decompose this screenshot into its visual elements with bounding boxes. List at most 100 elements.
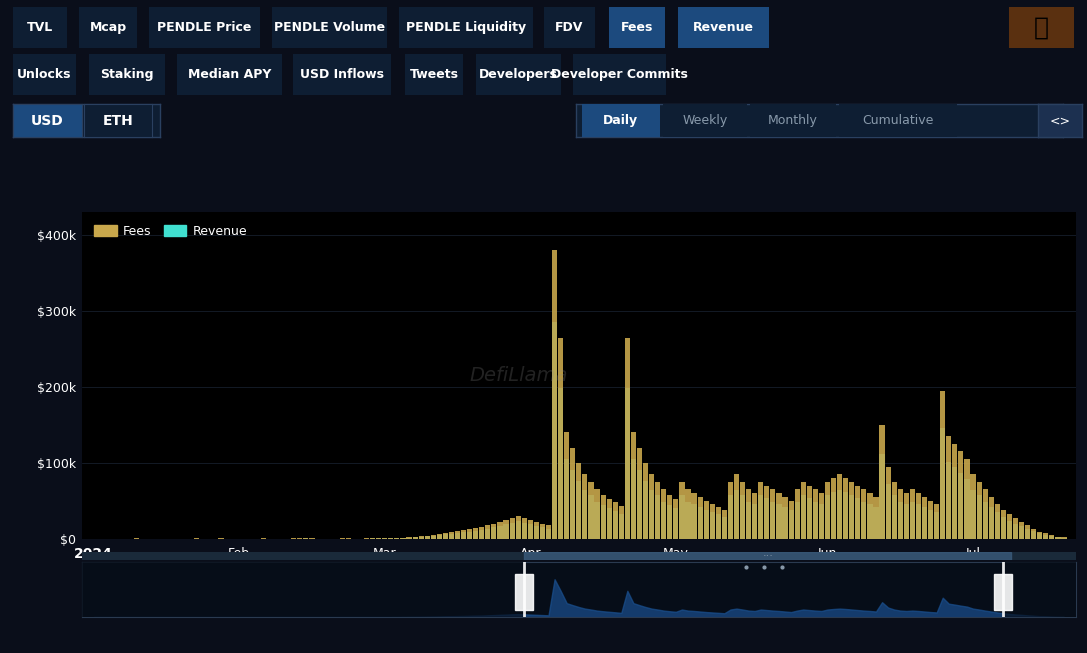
- Bar: [479, 528, 485, 539]
- Bar: [1061, 537, 1066, 539]
- Text: Fees: Fees: [621, 21, 653, 34]
- Bar: [595, 502, 600, 539]
- Bar: [691, 493, 697, 539]
- Bar: [1013, 518, 1019, 539]
- Text: Revenue: Revenue: [692, 21, 754, 34]
- Bar: [825, 496, 830, 539]
- Bar: [703, 510, 709, 539]
- Bar: [583, 490, 587, 539]
- Bar: [491, 527, 497, 539]
- Bar: [759, 496, 763, 539]
- Bar: [455, 531, 460, 539]
- Bar: [479, 530, 485, 539]
- Bar: [449, 532, 454, 539]
- Bar: [485, 529, 490, 539]
- Bar: [1049, 536, 1054, 539]
- Bar: [903, 493, 909, 539]
- Bar: [407, 537, 412, 539]
- Bar: [395, 538, 399, 539]
- Text: Cumulative: Cumulative: [862, 114, 934, 127]
- Bar: [849, 496, 854, 539]
- Bar: [1061, 537, 1066, 539]
- Bar: [771, 489, 775, 539]
- Bar: [1019, 526, 1024, 539]
- Bar: [524, 552, 1012, 560]
- Bar: [588, 482, 594, 539]
- Bar: [491, 524, 497, 539]
- Bar: [630, 432, 636, 539]
- Bar: [637, 447, 642, 539]
- Bar: [898, 502, 903, 539]
- Bar: [734, 474, 739, 539]
- Bar: [442, 534, 448, 539]
- Bar: [1019, 522, 1024, 539]
- Bar: [867, 504, 873, 539]
- Bar: [473, 528, 478, 539]
- Bar: [686, 489, 690, 539]
- Bar: [722, 510, 727, 539]
- Bar: [691, 504, 697, 539]
- Bar: [983, 502, 988, 539]
- FancyBboxPatch shape: [573, 54, 666, 95]
- Bar: [740, 482, 746, 539]
- Bar: [679, 482, 685, 539]
- Bar: [844, 478, 848, 539]
- Bar: [1013, 524, 1019, 539]
- Bar: [1007, 515, 1012, 539]
- Bar: [983, 489, 988, 539]
- Bar: [837, 490, 842, 539]
- Bar: [503, 520, 509, 539]
- Bar: [661, 502, 666, 539]
- Bar: [795, 502, 800, 539]
- Bar: [527, 524, 533, 539]
- Text: Developer Commits: Developer Commits: [551, 68, 688, 81]
- FancyBboxPatch shape: [272, 7, 387, 48]
- Bar: [558, 389, 563, 539]
- Bar: [607, 508, 612, 539]
- Bar: [412, 537, 417, 539]
- Bar: [922, 507, 927, 539]
- Bar: [522, 518, 527, 539]
- Bar: [527, 520, 533, 539]
- Bar: [418, 537, 424, 539]
- Bar: [813, 489, 817, 539]
- Bar: [1049, 535, 1054, 539]
- Bar: [667, 495, 673, 539]
- Text: DefiLlama: DefiLlama: [470, 366, 569, 385]
- Text: Weekly: Weekly: [683, 114, 727, 127]
- Bar: [715, 515, 721, 539]
- Bar: [819, 493, 824, 539]
- Text: USD Inflows: USD Inflows: [300, 68, 385, 81]
- Bar: [995, 574, 1012, 609]
- Bar: [874, 497, 878, 539]
- Bar: [825, 482, 830, 539]
- Bar: [564, 432, 570, 539]
- Bar: [934, 504, 939, 539]
- Text: TVL: TVL: [27, 21, 53, 34]
- Text: USD: USD: [30, 114, 64, 128]
- Bar: [510, 518, 514, 539]
- Bar: [576, 463, 582, 539]
- Bar: [412, 537, 417, 539]
- Bar: [583, 474, 587, 539]
- Bar: [667, 505, 673, 539]
- Bar: [637, 470, 642, 539]
- Bar: [783, 507, 788, 539]
- Bar: [473, 531, 478, 539]
- Text: Unlocks: Unlocks: [17, 68, 72, 81]
- Text: Developers: Developers: [479, 68, 558, 81]
- FancyBboxPatch shape: [149, 7, 260, 48]
- Bar: [728, 496, 733, 539]
- Bar: [710, 504, 715, 539]
- Bar: [764, 486, 770, 539]
- Bar: [649, 474, 654, 539]
- Bar: [898, 489, 903, 539]
- Bar: [995, 504, 1000, 539]
- FancyBboxPatch shape: [13, 54, 76, 95]
- Bar: [976, 482, 982, 539]
- Bar: [673, 500, 678, 539]
- Bar: [874, 507, 878, 539]
- Bar: [879, 425, 885, 539]
- Bar: [928, 510, 933, 539]
- Bar: [686, 502, 690, 539]
